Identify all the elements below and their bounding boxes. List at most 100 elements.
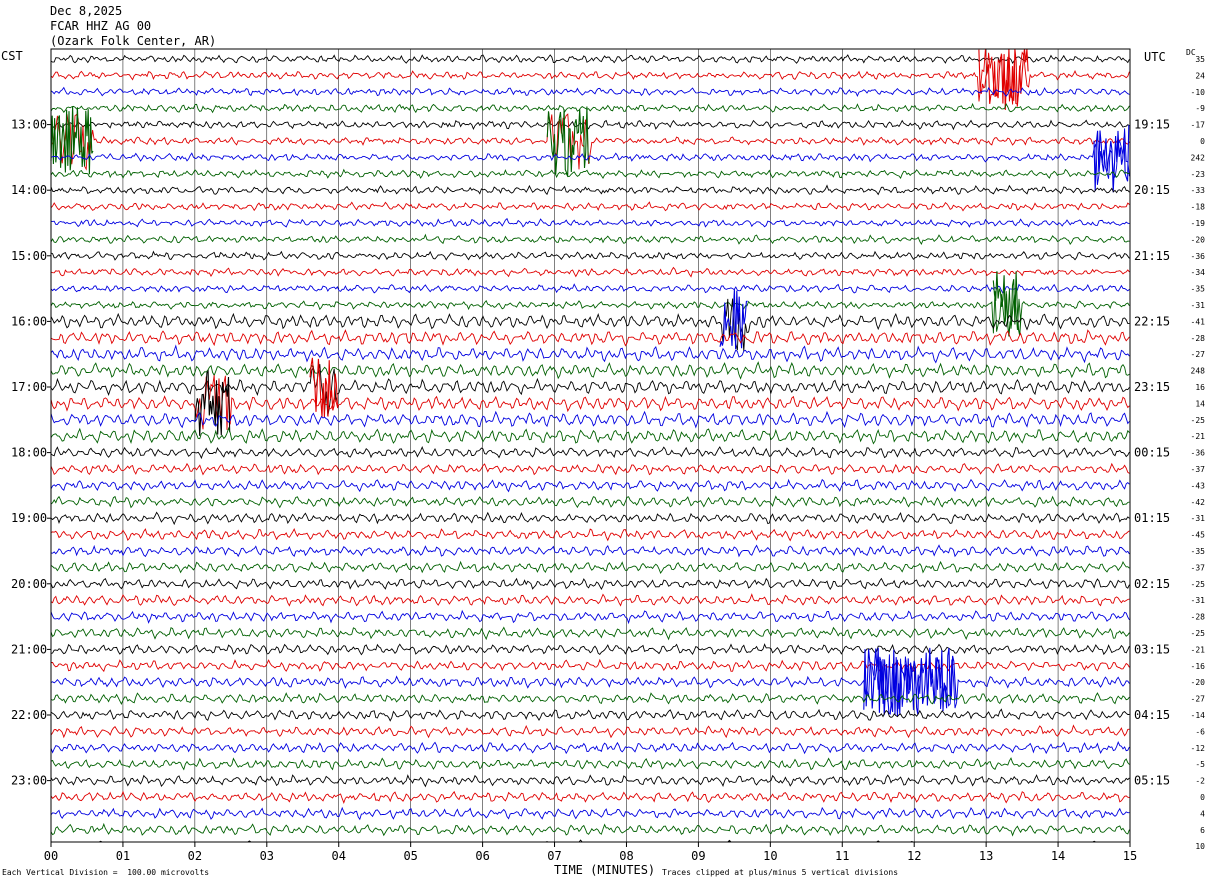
dc-offset-label: -28: [1191, 334, 1206, 343]
trace-line: [50, 654, 1130, 711]
dc-offset-label: 14: [1195, 399, 1205, 408]
dc-offset-label: 10: [1195, 842, 1205, 851]
dc-offset-label: -25: [1191, 580, 1206, 589]
scale-note: Each Vertical Division = 100.00 microvol…: [2, 868, 210, 877]
right-time-label: 00:15: [1134, 446, 1170, 460]
dc-offset-label: 242: [1191, 153, 1206, 162]
dc-offset-label: -23: [1191, 170, 1206, 179]
dc-offset-label: -16: [1191, 662, 1206, 671]
trace-line: [50, 560, 1130, 574]
dc-offset-label: -31: [1191, 596, 1206, 605]
right-timezone: UTC: [1144, 50, 1166, 64]
left-time-label: 14:00: [11, 183, 47, 197]
dc-offset-label: 35: [1195, 55, 1205, 64]
right-time-label: 02:15: [1134, 577, 1170, 591]
dc-offset-label: -17: [1191, 121, 1206, 130]
trace-line: [50, 544, 1130, 558]
trace-line: [50, 822, 1130, 837]
right-time-label: 21:15: [1134, 249, 1170, 263]
dc-offset-label: -43: [1191, 481, 1206, 490]
trace-line: [50, 593, 1130, 607]
dc-offset-label: -37: [1191, 465, 1206, 474]
x-tick-label: 09: [691, 849, 705, 863]
x-tick-label: 02: [188, 849, 202, 863]
dc-label: DC: [1186, 48, 1196, 57]
trace-line: [50, 643, 1130, 656]
axes-group: 3524-10-9-170242-23-33-18-19-20-36-34-35…: [11, 55, 1205, 863]
right-time-label: 03:15: [1134, 642, 1170, 656]
trace-line: [50, 495, 1130, 509]
dc-offset-label: -36: [1191, 252, 1206, 261]
dc-offset-label: -42: [1191, 498, 1206, 507]
station-label: FCAR HHZ AG 00: [50, 19, 152, 33]
left-time-label: 22:00: [11, 708, 47, 722]
right-time-label: 01:15: [1134, 511, 1170, 525]
trace-line: [50, 478, 1130, 493]
trace-line: [50, 528, 1130, 542]
trace-line: [50, 288, 1130, 334]
trace-line: [50, 410, 1130, 429]
trace-line: [50, 511, 1130, 526]
dc-offset-label: -21: [1191, 645, 1206, 654]
dc-offset-label: -10: [1191, 88, 1206, 97]
trace-line: [50, 462, 1130, 476]
trace-line: [50, 250, 1130, 261]
dc-offset-label: -18: [1191, 203, 1206, 212]
x-tick-label: 15: [1123, 849, 1137, 863]
trace-line: [50, 344, 1130, 364]
dc-offset-label: -6: [1195, 727, 1205, 736]
event-burst: [50, 106, 94, 175]
left-time-label: 21:00: [11, 642, 47, 656]
event-burst: [1093, 124, 1130, 193]
trace-line: [50, 741, 1130, 755]
x-tick-label: 08: [619, 849, 633, 863]
right-time-label: 20:15: [1134, 183, 1170, 197]
dc-offset-label: -14: [1191, 711, 1206, 720]
trace-line: [50, 217, 1130, 228]
trace-line: [50, 790, 1130, 804]
dc-offset-label: -36: [1191, 449, 1206, 458]
dc-offset-label: -21: [1191, 432, 1206, 441]
trace-line: [50, 577, 1130, 590]
event-burst: [978, 48, 1029, 111]
right-time-label: 22:15: [1134, 314, 1170, 328]
trace-line: [50, 266, 1130, 278]
location-label: (Ozark Folk Center, AR): [50, 34, 217, 48]
event-burst: [719, 289, 748, 350]
trace-line: [50, 626, 1130, 641]
trace-line: [50, 692, 1130, 705]
dc-offset-label: -25: [1191, 629, 1206, 638]
right-time-label: 05:15: [1134, 774, 1170, 788]
trace-line: [50, 184, 1130, 196]
x-tick-label: 10: [763, 849, 777, 863]
left-time-label: 20:00: [11, 577, 47, 591]
dc-offset-label: -34: [1191, 268, 1206, 277]
trace-line: [50, 806, 1130, 821]
right-time-label: 04:15: [1134, 708, 1170, 722]
dc-offset-label: -12: [1191, 744, 1206, 753]
event-burst: [992, 271, 1022, 337]
x-tick-label: 01: [116, 849, 130, 863]
trace-group: [50, 48, 1131, 843]
dc-offset-label: -25: [1191, 416, 1206, 425]
trace-line: [50, 609, 1130, 625]
trace-line: [50, 201, 1130, 212]
trace-line: [50, 48, 1130, 105]
trace-line: [50, 724, 1130, 739]
dc-offset-label: -37: [1191, 563, 1206, 572]
trace-line: [50, 446, 1130, 460]
dc-offset-label: -9: [1195, 104, 1205, 113]
dc-offset-label: -41: [1191, 317, 1206, 326]
trace-line: [50, 111, 1130, 171]
trace-line: [50, 757, 1130, 771]
x-tick-label: 05: [403, 849, 417, 863]
dc-offset-label: -27: [1191, 350, 1206, 359]
x-tick-label: 07: [547, 849, 561, 863]
left-time-label: 16:00: [11, 314, 47, 328]
dc-offset-label: -31: [1191, 514, 1206, 523]
left-time-label: 15:00: [11, 249, 47, 263]
trace-line: [50, 329, 1130, 347]
clip-note: Traces clipped at plus/minus 5 vertical …: [662, 868, 899, 877]
dc-offset-label: -27: [1191, 695, 1206, 704]
